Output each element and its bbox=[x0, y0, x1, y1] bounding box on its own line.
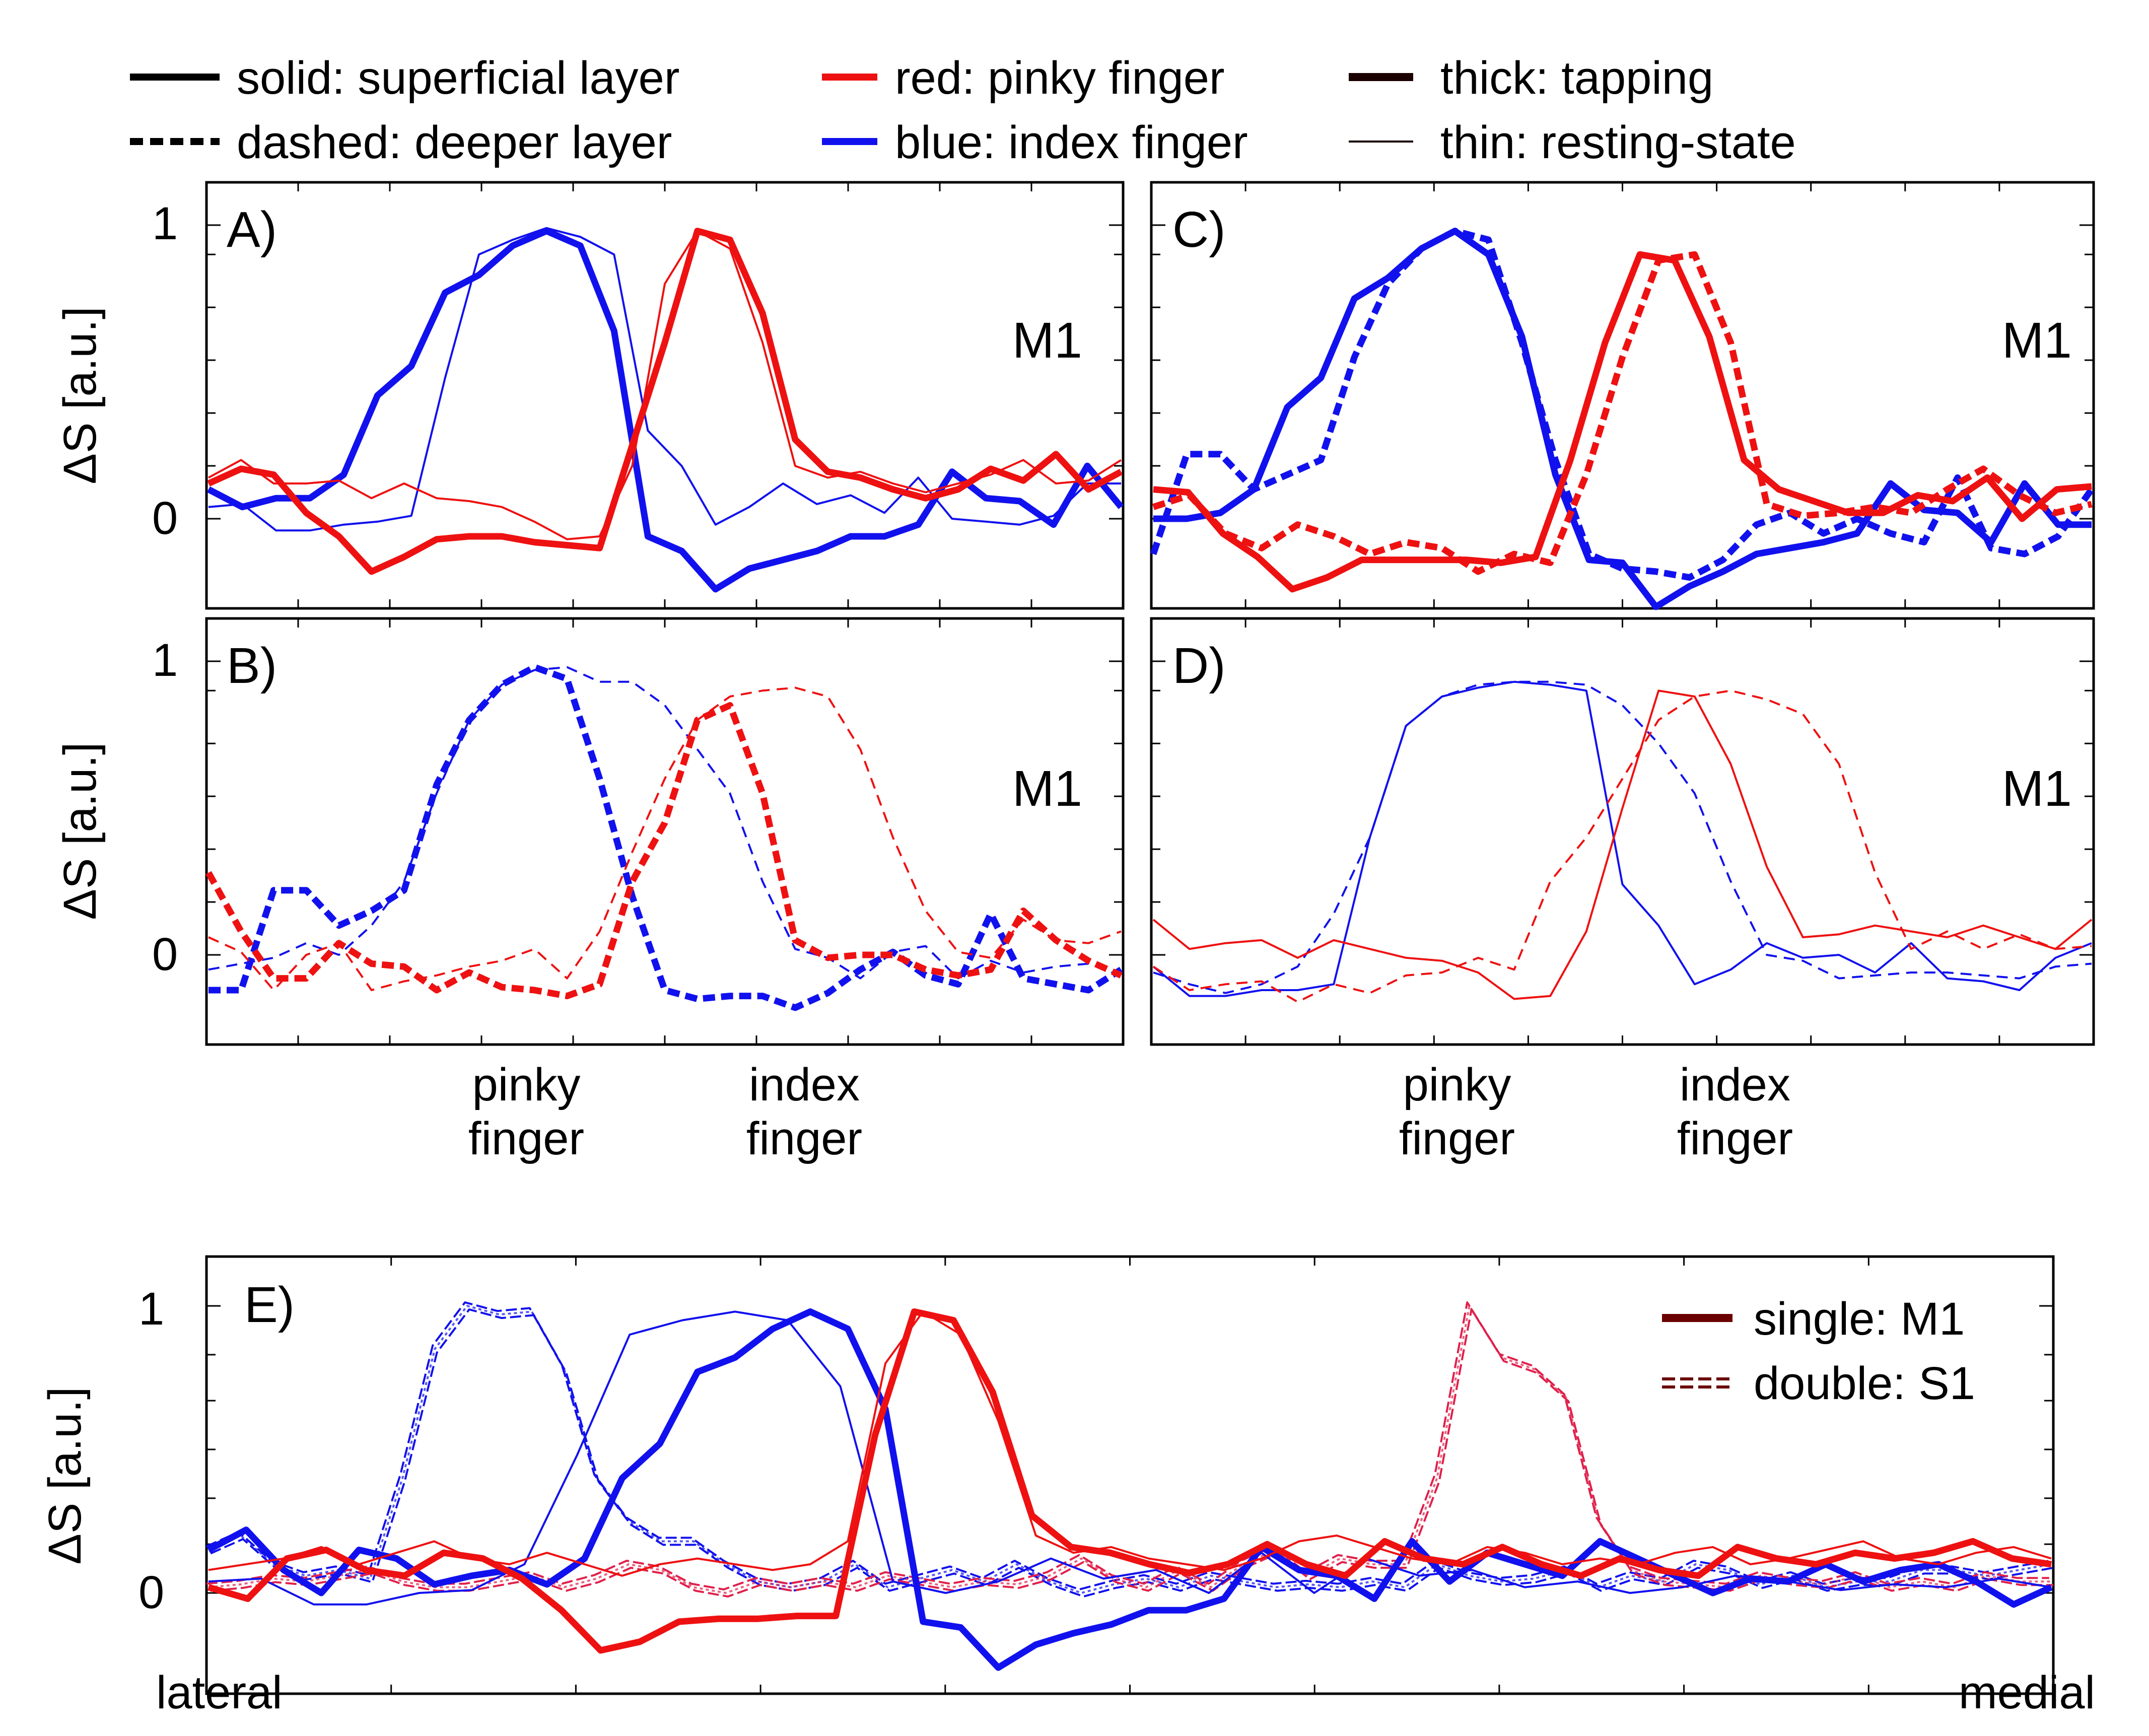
legend-dashed-text: dashed: deeper layer bbox=[237, 117, 672, 168]
panel-a-ylabel: ΔS [a.u.] bbox=[54, 307, 106, 484]
panel-e-ytick-1: 1 bbox=[138, 1283, 164, 1335]
panel-b-label: B) bbox=[227, 638, 277, 694]
legend-double-line bbox=[1662, 1377, 1732, 1388]
legend-single-text: single: M1 bbox=[1754, 1293, 1965, 1345]
index-label-left-2: finger bbox=[746, 1113, 862, 1164]
series-index-tapping-superficial bbox=[1153, 228, 2092, 610]
panel-c-series bbox=[1150, 228, 2095, 610]
legend-solid-text: solid: superficial layer bbox=[237, 52, 679, 104]
series-pinky-tapping-superficial bbox=[1153, 251, 2092, 593]
series-index-tapping-deeper bbox=[209, 664, 1123, 1011]
panel-e-ytick-0: 0 bbox=[138, 1567, 164, 1618]
panel-c-ticks bbox=[1151, 182, 2094, 608]
series-s1-index bbox=[205, 1301, 2054, 1598]
series-index-resting-superficial bbox=[1152, 680, 2092, 997]
panel-a-ytick-1: 1 bbox=[152, 198, 178, 249]
legend-double-text: double: S1 bbox=[1754, 1358, 1975, 1409]
legend-thick-text: thick: tapping bbox=[1440, 52, 1713, 104]
panel-c-frame bbox=[1150, 181, 2095, 610]
pinky-label-left-2: finger bbox=[468, 1113, 584, 1164]
pinky-label-right-1: pinky bbox=[1403, 1059, 1511, 1110]
panel-e-series bbox=[205, 1301, 2054, 1671]
series-pinky-resting-deeper bbox=[208, 686, 1122, 991]
series-pinky-resting-superficial bbox=[208, 230, 1122, 540]
panel-a-ticks bbox=[206, 182, 1123, 608]
panel-d-label: D) bbox=[1172, 638, 1226, 694]
series-m1-pinky-resting bbox=[208, 1310, 2052, 1577]
pinky-label-left-1: pinky bbox=[472, 1059, 581, 1110]
series-pinky-tapping-deeper bbox=[1152, 251, 2093, 575]
panel-d-series bbox=[1152, 680, 2093, 1003]
series-m1-pinky-tapping bbox=[207, 1308, 2052, 1654]
legend-blue-text: blue: index finger bbox=[895, 117, 1248, 168]
legend-red-text: red: pinky finger bbox=[895, 52, 1225, 104]
series-pinky-tapping-deeper bbox=[205, 702, 1123, 1000]
panel-b-series bbox=[205, 664, 1123, 1011]
index-label-left-1: index bbox=[749, 1059, 860, 1110]
index-label-right-2: finger bbox=[1677, 1113, 1793, 1164]
panel-c-label: C) bbox=[1172, 201, 1226, 258]
series-index-tapping-deeper bbox=[1150, 228, 2095, 581]
panel-e: E) 1 0 ΔS [a.u.] single: M1 double: S1 l… bbox=[39, 1255, 2095, 1718]
series-m1-index-resting bbox=[208, 1310, 2052, 1606]
panel-b: B) M1 1 0 ΔS [a.u.] bbox=[54, 617, 1125, 1046]
panel-b-ylabel: ΔS [a.u.] bbox=[54, 742, 106, 920]
series-index-resting-deeper bbox=[208, 666, 1122, 980]
series-pinky-tapping-superficial bbox=[207, 228, 1123, 575]
panel-c: C) M1 bbox=[1150, 181, 2095, 610]
panel-a-ytick-0: 0 bbox=[152, 493, 178, 544]
panel-d-region: M1 bbox=[2002, 760, 2072, 817]
panel-e-ylabel: ΔS [a.u.] bbox=[39, 1387, 91, 1565]
series-pinky-resting-deeper bbox=[1152, 689, 2092, 1003]
index-label-right-1: index bbox=[1680, 1059, 1790, 1110]
series-index-resting-deeper bbox=[1153, 680, 2092, 994]
legend-thin-text: thin: resting-state bbox=[1440, 117, 1796, 168]
panel-b-region: M1 bbox=[1012, 760, 1082, 817]
panel-b-ytick-0: 0 bbox=[152, 929, 178, 980]
panel-e-label: E) bbox=[244, 1277, 295, 1333]
panel-d-ticks bbox=[1151, 618, 2094, 1045]
lateral-label: lateral bbox=[156, 1667, 283, 1718]
medial-label: medial bbox=[1959, 1667, 2095, 1718]
panel-a: A) M1 1 0 ΔS [a.u.] bbox=[54, 181, 1125, 610]
panel-a-region: M1 bbox=[1012, 312, 1082, 369]
finger-labels: pinky finger index finger pinky finger i… bbox=[468, 1059, 1793, 1164]
panel-b-ytick-1: 1 bbox=[152, 635, 178, 686]
panel-d: D) M1 bbox=[1150, 617, 2095, 1046]
panel-a-series bbox=[206, 227, 1124, 593]
panel-d-frame bbox=[1150, 617, 2095, 1046]
series-index-resting-superficial bbox=[208, 227, 1121, 532]
legend: solid: superficial layer dashed: deeper … bbox=[130, 52, 1796, 168]
series-pinky-resting-superficial bbox=[1152, 689, 2093, 1000]
pinky-label-right-2: finger bbox=[1399, 1113, 1515, 1164]
panel-c-region: M1 bbox=[2002, 312, 2072, 369]
panel-a-label: A) bbox=[227, 201, 277, 258]
panel-b-ticks bbox=[206, 618, 1123, 1045]
